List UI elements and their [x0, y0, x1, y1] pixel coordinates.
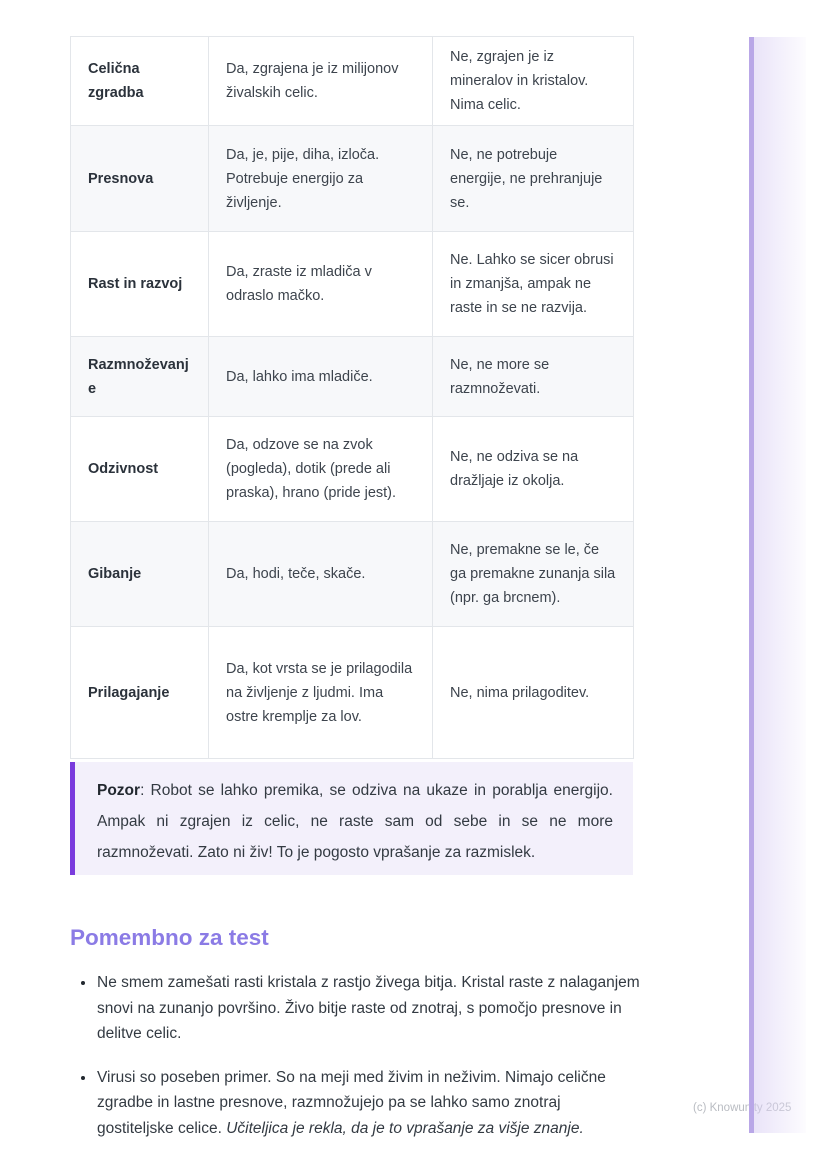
cell-living-answer: Da, kot vrsta se je prilagodila na življ…	[208, 626, 433, 759]
row-label: Gibanje	[70, 521, 209, 627]
table-row: Gibanje Da, hodi, teče, skače. Ne, prema…	[70, 521, 634, 627]
section-heading: Pomembno za test	[70, 925, 269, 950]
cell-nonliving-answer: Ne, zgrajen je iz mineralov in kristalov…	[432, 36, 634, 126]
row-label: Presnova	[70, 125, 209, 232]
table-row: Razmnoževanje Da, lahko ima mladiče. Ne,…	[70, 336, 634, 417]
cell-living-answer: Da, lahko ima mladiče.	[208, 336, 433, 417]
callout-label: Pozor	[97, 782, 141, 799]
cell-living-answer: Da, hodi, teče, skače.	[208, 521, 433, 627]
cell-nonliving-answer: Ne, ne potrebuje energije, ne prehranjuj…	[432, 125, 634, 232]
cell-nonliving-answer: Ne, ne odziva se na dražljaje iz okolja.	[432, 416, 634, 522]
row-label: Razmnoževanje	[70, 336, 209, 417]
row-label: Rast in razvoj	[70, 231, 209, 337]
cell-living-answer: Da, odzove se na zvok (pogleda), dotik (…	[208, 416, 433, 522]
table-row: Odzivnost Da, odzove se na zvok (pogleda…	[70, 416, 634, 522]
row-label: Prilagajanje	[70, 626, 209, 759]
table-row: Presnova Da, je, pije, diha, izloča. Pot…	[70, 125, 634, 232]
cell-nonliving-answer: Ne. Lahko se sicer obrusi in zmanjša, am…	[432, 231, 634, 337]
page-edge-decoration	[749, 37, 806, 1133]
table-row: Celična zgradba Da, zgrajena je iz milij…	[70, 36, 634, 126]
callout-text: : Robot se lahko premika, se odziva na u…	[97, 782, 613, 861]
table-row: Rast in razvoj Da, zraste iz mladiča v o…	[70, 231, 634, 337]
cell-living-answer: Da, zraste iz mladiča v odraslo mačko.	[208, 231, 433, 337]
list-item-italic-note: Učiteljica je rekla, da je to vprašanje …	[226, 1119, 584, 1137]
list-item-text: Ne smem zamešati rasti kristala z rastjo…	[97, 974, 640, 1042]
list-item: Ne smem zamešati rasti kristala z rastjo…	[96, 970, 641, 1047]
list-item: Virusi so poseben primer. So na meji med…	[96, 1065, 641, 1142]
callout-paragraph: Pozor: Robot se lahko premika, se odziva…	[97, 775, 613, 868]
cell-living-answer: Da, zgrajena je iz milijonov živalskih c…	[208, 36, 433, 126]
cell-nonliving-answer: Ne, nima prilagoditev.	[432, 626, 634, 759]
table-row: Prilagajanje Da, kot vrsta se je prilago…	[70, 626, 634, 759]
callout-pozor: Pozor: Robot se lahko premika, se odziva…	[70, 762, 633, 875]
bullet-list: Ne smem zamešati rasti kristala z rastjo…	[70, 970, 641, 1159]
cell-living-answer: Da, je, pije, diha, izloča. Potrebuje en…	[208, 125, 433, 232]
cell-nonliving-answer: Ne, ne more se razmnoževati.	[432, 336, 634, 417]
list-item-text: Virusi so poseben primer. So na meji med…	[97, 1068, 606, 1137]
cell-nonliving-answer: Ne, premakne se le, če ga premakne zunan…	[432, 521, 634, 627]
row-label: Celična zgradba	[70, 36, 209, 126]
comparison-table: Celična zgradba Da, zgrajena je iz milij…	[70, 36, 634, 759]
row-label: Odzivnost	[70, 416, 209, 522]
